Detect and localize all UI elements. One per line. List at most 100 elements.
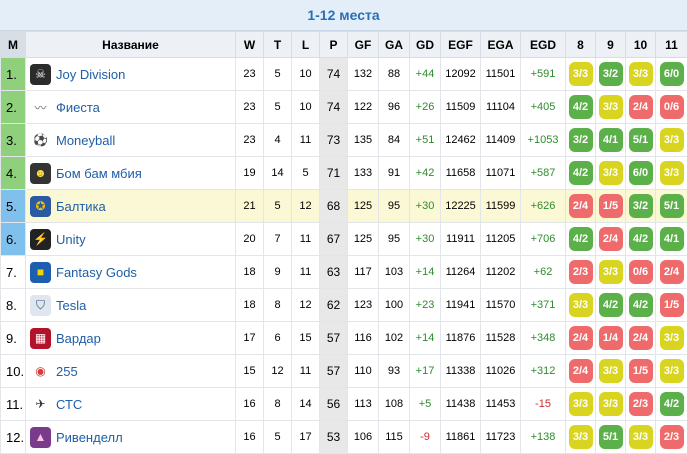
team-name-link[interactable]: СТС <box>56 397 82 412</box>
team-name-link[interactable]: Tesla <box>56 298 86 313</box>
stat-cell-w: 19 <box>236 157 264 190</box>
result-badge[interactable]: 5/1 <box>599 425 623 449</box>
result-badge[interactable]: 4/2 <box>569 161 593 185</box>
team-name-link[interactable]: Бом бам мбия <box>56 166 142 181</box>
result-badge[interactable]: 4/2 <box>629 293 653 317</box>
result-badge[interactable]: 2/3 <box>569 260 593 284</box>
result-badge[interactable]: 3/3 <box>660 161 684 185</box>
result-badge[interactable]: 2/4 <box>629 95 653 119</box>
column-header[interactable]: 9 <box>596 32 626 58</box>
team-name-link[interactable]: Ривенделл <box>56 430 123 445</box>
stat-cell-gd: -9 <box>410 421 441 454</box>
column-header[interactable]: P <box>320 32 348 58</box>
result-badge[interactable]: 1/5 <box>660 293 684 317</box>
team-name-link[interactable]: Joy Division <box>56 67 125 82</box>
team-name-link[interactable]: Unity <box>56 232 86 247</box>
result-badge[interactable]: 3/3 <box>569 425 593 449</box>
form-cell: 3/2 <box>596 58 626 91</box>
column-header[interactable]: GA <box>379 32 410 58</box>
column-header[interactable]: Название <box>26 32 236 58</box>
result-badge[interactable]: 3/3 <box>629 62 653 86</box>
column-header[interactable]: T <box>264 32 292 58</box>
result-badge[interactable]: 3/3 <box>660 128 684 152</box>
result-badge[interactable]: 2/4 <box>569 194 593 218</box>
column-header[interactable]: EGD <box>521 32 566 58</box>
result-badge[interactable]: 3/3 <box>599 260 623 284</box>
result-badge[interactable]: 6/0 <box>629 161 653 185</box>
result-badge[interactable]: 1/4 <box>599 326 623 350</box>
stat-cell-ga: 84 <box>379 124 410 157</box>
result-badge[interactable]: 2/4 <box>569 326 593 350</box>
result-badge[interactable]: 4/1 <box>660 227 684 251</box>
result-badge[interactable]: 3/3 <box>660 326 684 350</box>
team-name-link[interactable]: Вардар <box>56 331 101 346</box>
team-name-link[interactable]: 255 <box>56 364 78 379</box>
result-badge[interactable]: 0/6 <box>629 260 653 284</box>
result-badge[interactable]: 6/0 <box>660 62 684 86</box>
form-cell: 3/3 <box>626 58 656 91</box>
stat-cell-t: 4 <box>264 124 292 157</box>
result-badge[interactable]: 5/1 <box>629 128 653 152</box>
result-badge[interactable]: 4/2 <box>629 227 653 251</box>
column-header[interactable]: GD <box>410 32 441 58</box>
result-badge[interactable]: 3/3 <box>660 359 684 383</box>
stat-cell-gf: 116 <box>348 322 379 355</box>
result-badge[interactable]: 4/2 <box>569 227 593 251</box>
column-header[interactable]: L <box>292 32 320 58</box>
column-header[interactable]: М <box>1 32 26 58</box>
result-badge[interactable]: 3/3 <box>599 392 623 416</box>
column-header[interactable]: GF <box>348 32 379 58</box>
result-badge[interactable]: 0/6 <box>660 95 684 119</box>
result-badge[interactable]: 3/3 <box>629 425 653 449</box>
result-badge[interactable]: 3/3 <box>569 62 593 86</box>
column-header[interactable]: 8 <box>566 32 596 58</box>
result-badge[interactable]: 2/4 <box>599 227 623 251</box>
result-badge[interactable]: 3/2 <box>629 194 653 218</box>
result-badge[interactable]: 2/3 <box>660 425 684 449</box>
result-badge[interactable]: 5/1 <box>660 194 684 218</box>
result-badge[interactable]: 3/3 <box>569 293 593 317</box>
team-name-link[interactable]: Балтика <box>56 199 106 214</box>
stat-cell-egd: +371 <box>521 289 566 322</box>
form-cell: 4/2 <box>656 388 687 421</box>
result-badge[interactable]: 4/2 <box>660 392 684 416</box>
result-badge[interactable]: 3/3 <box>599 359 623 383</box>
result-badge[interactable]: 3/3 <box>599 161 623 185</box>
stat-cell-p: 53 <box>320 421 348 454</box>
column-header[interactable]: 10 <box>626 32 656 58</box>
result-badge[interactable]: 1/5 <box>599 194 623 218</box>
team-name-link[interactable]: Фиеста <box>56 100 100 115</box>
team-name-link[interactable]: Fantasy Gods <box>56 265 137 280</box>
result-badge[interactable]: 2/4 <box>660 260 684 284</box>
team-name-link[interactable]: Moneyball <box>56 133 115 148</box>
result-badge[interactable]: 4/2 <box>569 95 593 119</box>
result-badge[interactable]: 3/3 <box>569 392 593 416</box>
result-badge[interactable]: 2/3 <box>629 392 653 416</box>
position-cell: 8. <box>1 289 26 322</box>
column-header[interactable]: EGA <box>481 32 521 58</box>
result-badge[interactable]: 3/2 <box>599 62 623 86</box>
result-badge[interactable]: 4/2 <box>599 293 623 317</box>
column-header[interactable]: EGF <box>441 32 481 58</box>
result-badge[interactable]: 1/5 <box>629 359 653 383</box>
column-header[interactable]: 11 <box>656 32 687 58</box>
result-badge[interactable]: 4/1 <box>599 128 623 152</box>
result-badge[interactable]: 2/4 <box>629 326 653 350</box>
result-badge[interactable]: 3/2 <box>569 128 593 152</box>
result-badge[interactable]: 3/3 <box>599 95 623 119</box>
column-header[interactable]: W <box>236 32 264 58</box>
stat-cell-egd: +591 <box>521 58 566 91</box>
result-badge[interactable]: 2/4 <box>569 359 593 383</box>
